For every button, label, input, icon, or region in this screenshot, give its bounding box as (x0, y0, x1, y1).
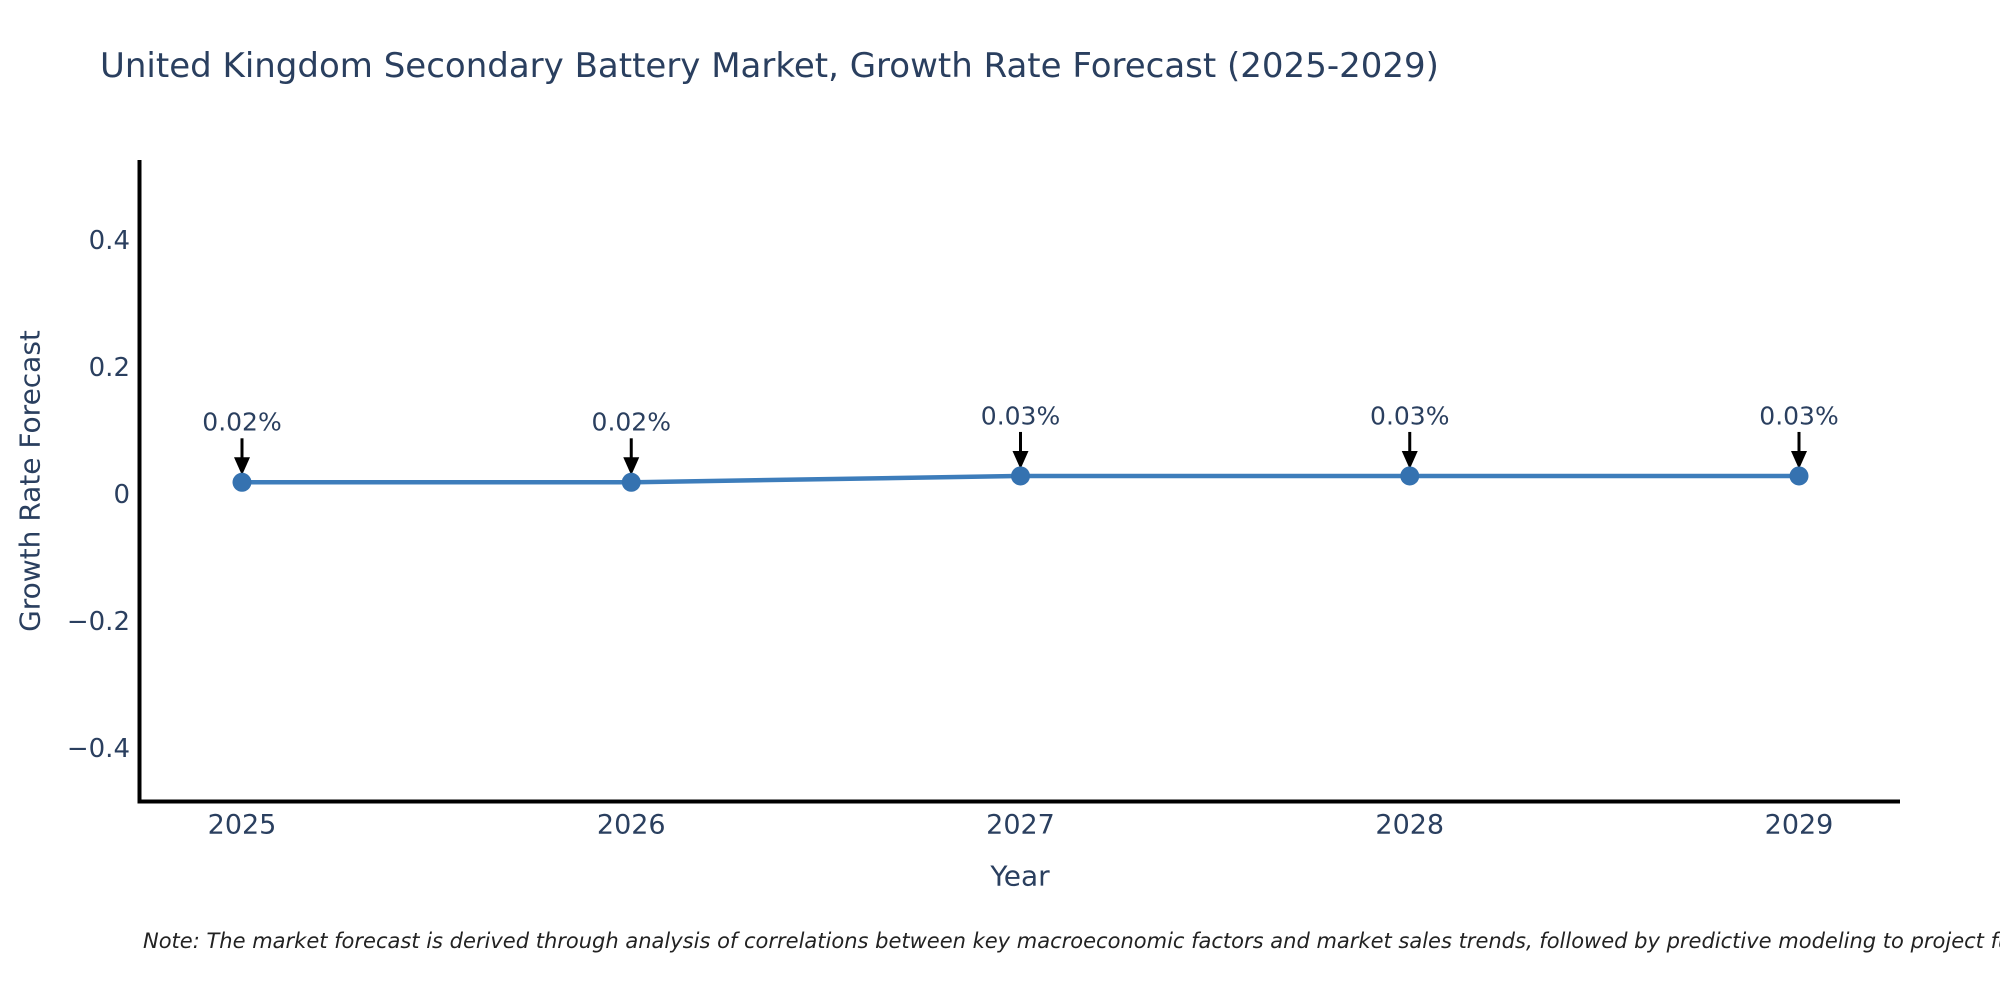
y-tick-label: 0 (113, 480, 130, 510)
annotation-arrowhead-icon (1012, 450, 1029, 469)
y-axis-title: Growth Rate Forecast (13, 330, 47, 632)
x-tick-label: 2025 (207, 809, 277, 841)
y-tick-label: −0.2 (66, 607, 130, 637)
x-tick-label: 2026 (596, 809, 666, 841)
data-point-annotation: 0.02% (202, 407, 282, 437)
x-tick-label: 2027 (986, 809, 1055, 841)
data-point-annotation: 0.03% (1759, 401, 1839, 431)
y-tick-label: 0.4 (88, 226, 130, 256)
y-tick-label: −0.4 (66, 734, 130, 764)
data-point-annotation: 0.02% (591, 407, 671, 437)
data-point-marker (232, 472, 252, 492)
data-point-annotation: 0.03% (980, 401, 1061, 431)
annotation-arrowhead-icon (623, 457, 640, 476)
chart-title: United Kingdom Secondary Battery Market,… (100, 46, 1439, 86)
annotation-arrowhead-icon (1791, 450, 1807, 469)
data-point-marker (1789, 466, 1809, 486)
x-tick-label: 2029 (1764, 809, 1834, 841)
annotation-arrowhead-icon (234, 457, 250, 476)
data-point-marker (1400, 466, 1420, 486)
data-point-marker (621, 472, 641, 492)
annotation-arrowhead-icon (1401, 450, 1418, 469)
y-tick-label: 0.2 (88, 353, 130, 383)
x-axis-title: Year (990, 859, 1050, 893)
data-point-annotation: 0.03% (1370, 401, 1450, 431)
data-point-marker (1011, 466, 1030, 486)
note-caption: Note: The market forecast is derived thr… (143, 929, 2000, 953)
x-tick-label: 2028 (1375, 809, 1445, 841)
